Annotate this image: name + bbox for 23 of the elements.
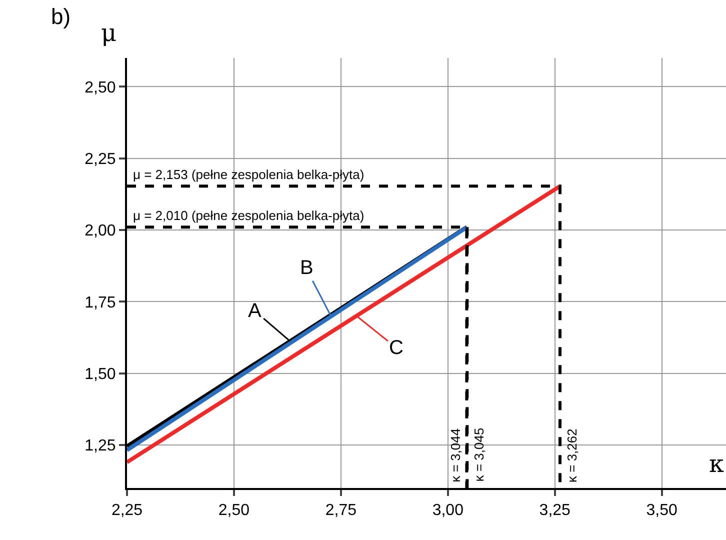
y-tick-label: 1,75 — [84, 294, 116, 312]
y-tick-label: 2,50 — [84, 79, 116, 96]
annotation: μ = 2,153 (pełne zespolenia belka-płyta) — [133, 167, 364, 182]
text: B — [300, 257, 314, 279]
x-tick-label: 3,25 — [539, 502, 571, 520]
annotation: κ = 3,044 — [448, 428, 464, 482]
x-axis-title: κ — [709, 450, 724, 478]
annotation: μ = 2,010 (pełne zespolenia belka-płyta) — [133, 208, 364, 223]
y-tick-label: 1,50 — [84, 366, 116, 383]
annotation: κ = 3,262 — [564, 428, 580, 482]
legend-label: C — [389, 337, 404, 359]
annotation: κ = 3,045 — [472, 428, 487, 482]
y-tick-label: 1,25 — [84, 438, 116, 455]
y-axis-title: μ — [101, 19, 117, 47]
y-tick-label: 2,25 — [84, 150, 116, 168]
series-label: A — [248, 300, 262, 322]
x-tick-label: 2,50 — [218, 502, 250, 520]
text: b) — [51, 4, 71, 29]
x-tick-label: 3,00 — [432, 502, 464, 520]
y-tick-label: 2,00 — [84, 222, 116, 240]
x-tick-label: 3,50 — [646, 502, 678, 520]
x-tick-label: 2,25 — [111, 502, 143, 520]
x-tick-label: 2,75 — [325, 502, 357, 520]
